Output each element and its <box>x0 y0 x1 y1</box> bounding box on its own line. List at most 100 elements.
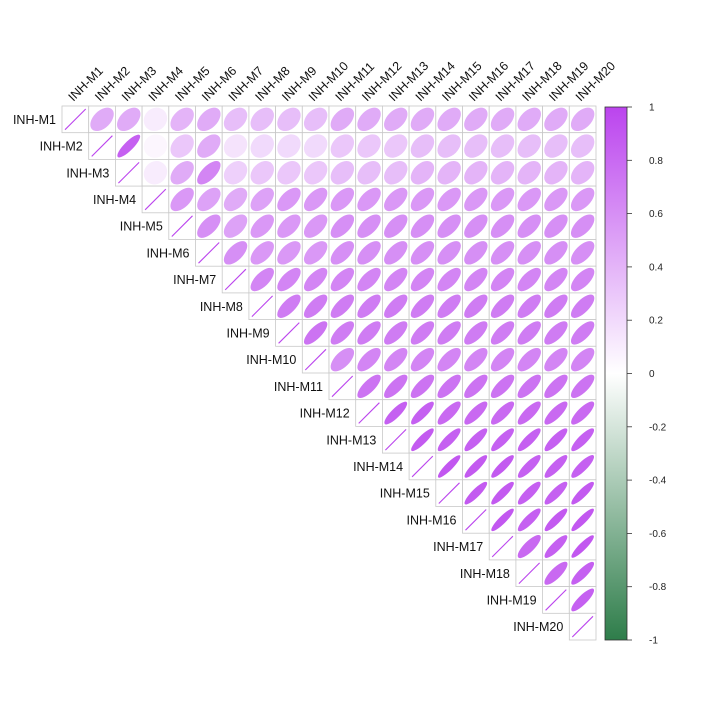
corr-mark <box>277 294 301 318</box>
corr-mark <box>464 428 488 452</box>
corr-cell-INH-M5-INH-M8 <box>248 212 276 240</box>
corr-cell-INH-M3-INH-M19 <box>542 158 570 187</box>
corr-mark <box>464 347 488 372</box>
corr-mark <box>410 187 435 212</box>
corr-mark <box>330 321 355 345</box>
corr-mark <box>223 187 248 212</box>
corr-cell-INH-M6-INH-M10 <box>301 239 330 267</box>
corr-cell-INH-M1-INH-M5 <box>168 105 196 134</box>
colorbar-gradient <box>604 106 628 641</box>
corr-cell-INH-M6-INH-M12 <box>355 239 383 267</box>
corr-cell-INH-M7-INH-M16 <box>462 265 490 294</box>
corr-mark <box>544 267 568 292</box>
row-label: INH-M8 <box>200 300 243 314</box>
corr-mark <box>384 107 408 132</box>
corr-cell-INH-M6-INH-M9 <box>275 239 303 267</box>
corr-cell-INH-M4-INH-M17 <box>488 185 517 214</box>
corr-cell-INH-M7-INH-M15 <box>435 265 463 294</box>
corr-cell-INH-M4-INH-M10 <box>301 185 330 214</box>
corr-cell-INH-M8-INH-M13 <box>381 292 410 320</box>
row-label: INH-M6 <box>146 246 189 260</box>
corr-mark <box>410 347 435 372</box>
corr-mark <box>570 241 595 265</box>
corr-cell-INH-M3-INH-M10 <box>301 158 330 187</box>
row-label: INH-M14 <box>353 460 403 474</box>
corr-mark <box>517 107 541 132</box>
corr-cell-INH-M5-INH-M13 <box>381 212 410 240</box>
corr-cell-INH-M7-INH-M10 <box>301 265 330 294</box>
corr-cell-INH-M9-INH-M11 <box>328 319 357 347</box>
corr-mark <box>223 134 248 158</box>
corr-mark <box>570 321 595 345</box>
corr-mark <box>410 161 435 185</box>
corr-mark <box>517 481 541 505</box>
corr-mark <box>384 347 408 372</box>
corr-cell-INH-M1-INH-M13 <box>381 105 410 134</box>
corr-mark <box>197 134 221 158</box>
corr-mark <box>357 347 381 372</box>
corr-mark <box>170 161 194 185</box>
corr-cell-INH-M15-INH-M15 <box>435 479 463 507</box>
corr-cell-INH-M11-INH-M15 <box>435 372 463 401</box>
corr-mark <box>385 429 407 451</box>
corr-cell-INH-M8-INH-M12 <box>355 292 383 320</box>
corr-cell-INH-M5-INH-M11 <box>328 212 357 240</box>
row-label: INH-M2 <box>40 140 83 154</box>
corr-cell-INH-M2-INH-M13 <box>381 132 410 160</box>
corr-mark <box>490 134 515 158</box>
corr-mark <box>437 294 461 318</box>
corr-cell-INH-M3-INH-M15 <box>435 158 463 187</box>
corr-mark <box>571 588 595 612</box>
corr-cell-INH-M10-INH-M15 <box>435 345 463 374</box>
corr-mark <box>490 347 515 372</box>
corr-cell-INH-M9-INH-M13 <box>381 319 410 347</box>
corr-cell-INH-M3-INH-M5 <box>168 158 196 187</box>
corr-cell-INH-M7-INH-M20 <box>568 265 597 294</box>
corr-cell-INH-M4-INH-M14 <box>408 185 437 214</box>
corr-cell-INH-M13-INH-M16 <box>462 425 490 454</box>
corr-cell-INH-M14-INH-M17 <box>488 452 517 481</box>
corr-mark <box>384 187 408 212</box>
corr-cell-INH-M19-INH-M19 <box>542 586 570 614</box>
corr-cell-INH-M4-INH-M13 <box>381 185 410 214</box>
corr-mark <box>250 187 274 212</box>
corr-cell-INH-M17-INH-M20 <box>568 532 597 561</box>
corr-mark <box>544 294 568 318</box>
corr-cell-INH-M3-INH-M16 <box>462 158 490 187</box>
corr-cell-INH-M8-INH-M14 <box>408 292 437 320</box>
corr-cell-INH-M3-INH-M13 <box>381 158 410 187</box>
corr-mark <box>303 161 328 185</box>
corr-cell-INH-M6-INH-M6 <box>195 239 223 267</box>
corr-mark <box>410 134 435 158</box>
corr-cell-INH-M6-INH-M16 <box>462 239 490 267</box>
corr-cell-INH-M10-INH-M11 <box>328 345 357 374</box>
corr-cell-INH-M5-INH-M20 <box>568 212 597 240</box>
corr-mark <box>544 321 568 345</box>
corr-mark <box>464 107 488 132</box>
corr-cell-INH-M2-INH-M18 <box>515 132 544 160</box>
corr-mark <box>330 241 355 265</box>
corr-cell-INH-M6-INH-M17 <box>488 239 517 267</box>
corr-cell-INH-M17-INH-M19 <box>542 532 570 561</box>
corr-cell-INH-M11-INH-M11 <box>328 372 357 401</box>
corr-mark <box>571 508 594 532</box>
row-label: INH-M10 <box>246 353 296 367</box>
corr-mark <box>438 482 460 504</box>
corr-cell-INH-M7-INH-M9 <box>275 265 303 294</box>
corr-mark <box>517 267 541 292</box>
corr-cell-INH-M10-INH-M18 <box>515 345 544 374</box>
corr-cell-INH-M3-INH-M17 <box>488 158 517 187</box>
row-label: INH-M19 <box>487 593 537 607</box>
corr-mark <box>517 214 541 238</box>
corr-mark <box>570 134 595 158</box>
corr-cell-INH-M14-INH-M15 <box>435 452 463 481</box>
corr-mark <box>223 107 248 132</box>
corr-mark <box>303 294 328 318</box>
corr-cell-INH-M15-INH-M19 <box>542 479 570 507</box>
row-labels: INH-M1 INH-M2 INH-M3 INH-M4 INH-M5 INH-M6 INH-… <box>13 113 563 634</box>
corr-mark <box>277 161 301 185</box>
corr-mark <box>544 428 568 452</box>
corr-mark <box>544 161 568 185</box>
row-label: INH-M7 <box>173 273 216 287</box>
corr-mark <box>411 455 434 478</box>
